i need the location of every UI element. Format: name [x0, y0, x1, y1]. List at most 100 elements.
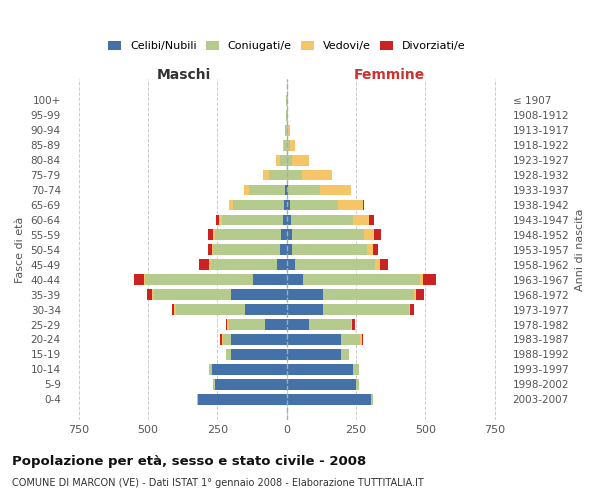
Bar: [198, 394, 287, 404]
Bar: [263, 170, 269, 180]
Bar: [275, 155, 280, 166]
Bar: [292, 155, 309, 166]
Bar: [287, 184, 288, 196]
Text: Maschi: Maschi: [157, 68, 211, 82]
Bar: [283, 140, 284, 150]
Bar: [250, 184, 286, 196]
Y-axis label: Fasce di età: Fasce di età: [15, 216, 25, 283]
Bar: [211, 260, 277, 270]
Bar: [287, 394, 371, 404]
Bar: [232, 290, 287, 300]
Bar: [286, 125, 287, 136]
Bar: [292, 244, 367, 255]
Bar: [287, 319, 309, 330]
Bar: [281, 230, 287, 240]
Bar: [288, 184, 320, 196]
Bar: [286, 184, 287, 196]
Bar: [215, 379, 287, 390]
Bar: [227, 319, 229, 330]
Bar: [287, 155, 292, 166]
Bar: [287, 214, 291, 226]
Bar: [209, 260, 211, 270]
Bar: [416, 290, 424, 300]
Bar: [304, 274, 420, 285]
Bar: [220, 334, 221, 345]
Bar: [244, 184, 250, 196]
Bar: [376, 260, 380, 270]
Bar: [373, 244, 378, 255]
Bar: [283, 214, 287, 226]
Bar: [223, 334, 232, 345]
Bar: [215, 230, 281, 240]
Bar: [277, 260, 287, 270]
Bar: [221, 334, 223, 345]
Bar: [145, 274, 253, 285]
Bar: [363, 200, 364, 210]
Bar: [172, 304, 175, 315]
Bar: [292, 230, 364, 240]
Bar: [280, 155, 287, 166]
Bar: [197, 394, 198, 404]
Bar: [229, 319, 265, 330]
Bar: [410, 304, 414, 315]
Bar: [144, 274, 145, 285]
Bar: [286, 110, 287, 120]
Bar: [287, 379, 356, 390]
Bar: [208, 244, 212, 255]
Bar: [284, 200, 287, 210]
Bar: [216, 214, 219, 226]
Bar: [199, 260, 209, 270]
Bar: [213, 230, 215, 240]
Bar: [152, 290, 154, 300]
Bar: [350, 319, 352, 330]
Bar: [287, 110, 289, 120]
Bar: [414, 290, 416, 300]
Bar: [360, 334, 362, 345]
Bar: [229, 200, 233, 210]
Bar: [209, 364, 212, 375]
Bar: [287, 260, 295, 270]
Bar: [269, 170, 287, 180]
Bar: [280, 244, 287, 255]
Bar: [287, 334, 341, 345]
Bar: [287, 244, 292, 255]
Bar: [226, 319, 227, 330]
Bar: [221, 214, 283, 226]
Bar: [290, 140, 295, 150]
Bar: [287, 364, 353, 375]
Bar: [233, 200, 284, 210]
Bar: [367, 244, 373, 255]
Bar: [176, 304, 245, 315]
Bar: [287, 125, 288, 136]
Bar: [420, 274, 422, 285]
Bar: [368, 214, 374, 226]
Bar: [287, 200, 290, 210]
Bar: [323, 304, 409, 315]
Bar: [134, 274, 144, 285]
Bar: [287, 304, 323, 315]
Bar: [208, 230, 213, 240]
Bar: [245, 304, 287, 315]
Bar: [409, 304, 410, 315]
Bar: [265, 319, 287, 330]
Bar: [356, 379, 359, 390]
Bar: [232, 334, 287, 345]
Bar: [291, 214, 353, 226]
Bar: [364, 230, 374, 240]
Bar: [219, 214, 221, 226]
Bar: [341, 334, 360, 345]
Bar: [287, 290, 323, 300]
Bar: [226, 349, 232, 360]
Bar: [362, 334, 363, 345]
Bar: [371, 394, 373, 404]
Bar: [374, 230, 381, 240]
Bar: [320, 184, 350, 196]
Bar: [341, 349, 349, 360]
Bar: [302, 170, 332, 180]
Bar: [295, 260, 376, 270]
Bar: [380, 260, 388, 270]
Bar: [309, 319, 350, 330]
Bar: [253, 274, 287, 285]
Bar: [287, 230, 292, 240]
Bar: [422, 274, 436, 285]
